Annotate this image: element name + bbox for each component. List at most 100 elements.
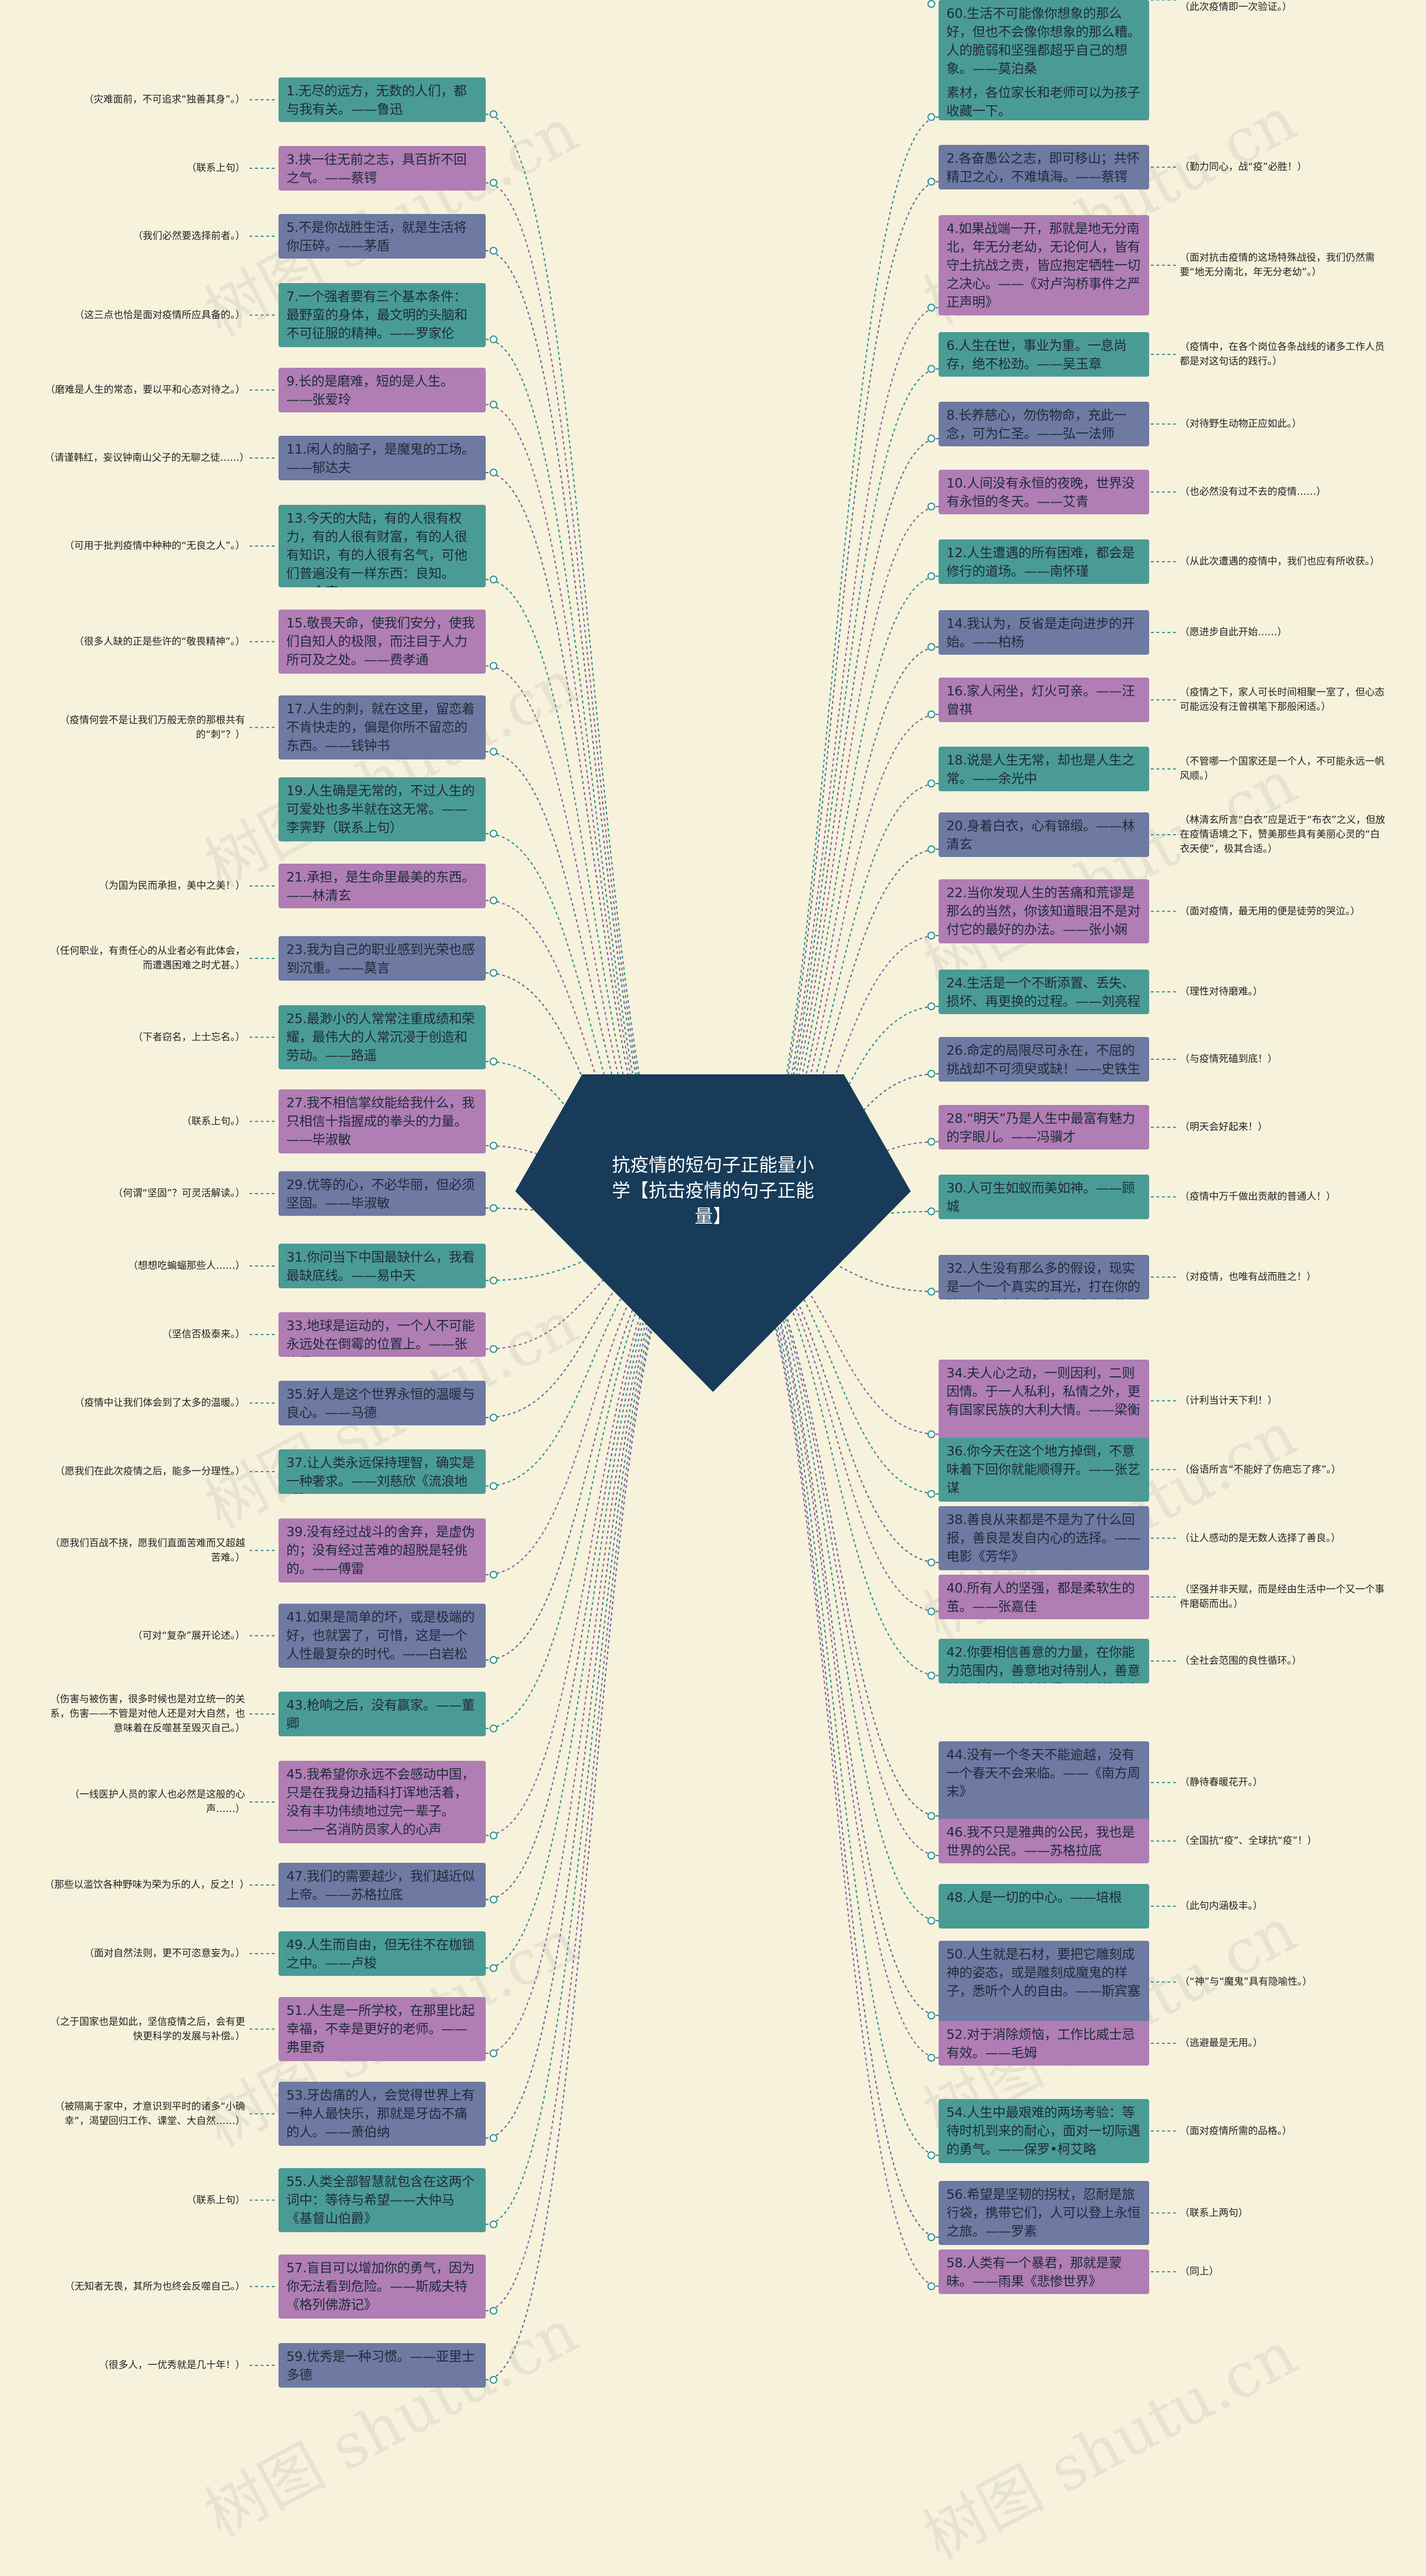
expand-toggle-icon[interactable] <box>927 1559 935 1566</box>
expand-toggle-icon[interactable] <box>490 1204 497 1212</box>
expand-toggle-icon[interactable] <box>490 2220 497 2228</box>
expand-toggle-icon[interactable] <box>927 710 935 718</box>
expand-toggle-icon[interactable] <box>490 576 497 583</box>
expand-toggle-icon[interactable] <box>927 365 935 373</box>
topic-card-51[interactable]: 51.人生是一所学校，在那里比起幸福，不幸是更好的老师。——弗里奇 <box>279 1997 486 2061</box>
topic-card-45[interactable]: 45.我希望你永远不会感动中国，只是在我身边插科打诨地活着，没有丰功伟绩地过完一… <box>279 1761 486 1843</box>
expand-toggle-icon[interactable] <box>927 503 935 510</box>
expand-toggle-icon[interactable] <box>927 1288 935 1296</box>
topic-card-27[interactable]: 27.我不相信掌纹能给我什么，我只相信十指握成的拳头的力量。——毕淑敏 <box>279 1089 486 1153</box>
topic-card-20[interactable]: 20.身着白衣，心有锦缎。——林清玄 <box>939 812 1149 857</box>
topic-card-21[interactable]: 21.承担，是生命里最美的东西。——林清玄 <box>279 864 486 908</box>
topic-card-3[interactable]: 3.挟一往无前之志，具百折不回之气。——蔡锷 <box>279 146 486 191</box>
topic-card-15[interactable]: 15.敬畏天命，使我们安分，使我们自知人的极限，而注目于人力所可及之处。——费孝… <box>279 610 486 674</box>
expand-toggle-icon[interactable] <box>490 2134 497 2142</box>
expand-toggle-icon[interactable] <box>927 1917 935 1925</box>
expand-toggle-icon[interactable] <box>490 1414 497 1421</box>
topic-card-50[interactable]: 50.人生就是石材，要把它雕刻成神的姿态，或是雕刻成魔鬼的样子，悉听个人的自由。… <box>939 1941 1149 2023</box>
expand-toggle-icon[interactable] <box>490 247 497 255</box>
topic-card-10[interactable]: 10.人间没有永恒的夜晚，世界没有永恒的冬天。——艾青 <box>939 470 1149 514</box>
topic-card-22[interactable]: 22.当你发现人生的苦痛和荒谬是那么的当然，你该知道眼泪不是对付它的最好的办法。… <box>939 879 1149 943</box>
expand-toggle-icon[interactable] <box>490 1345 497 1353</box>
topic-card-34[interactable]: 34.夫人心之动，一则因利，二则因情。于一人私利，私情之外，更有国家民族的大利大… <box>939 1360 1149 1442</box>
expand-toggle-icon[interactable] <box>490 1656 497 1664</box>
expand-toggle-icon[interactable] <box>927 0 935 8</box>
topic-card-58[interactable]: 58.人类有一个暴君，那就是蒙昧。——雨果《悲惨世界》 <box>939 2249 1149 2294</box>
topic-card-13[interactable]: 13.今天的大陆，有的人很有权力，有的人很有财富，有的人很有知识，有的人很有名气… <box>279 505 486 587</box>
expand-toggle-icon[interactable] <box>927 1608 935 1615</box>
central-topic-node[interactable]: 抗疫情的短句子正能量小学【抗击疫情的句子正能量】 <box>515 1074 911 1392</box>
expand-toggle-icon[interactable] <box>490 1964 497 1972</box>
topic-card-55[interactable]: 55.人类全部智慧就包含在这两个词中：等待与希望——大仲马《基督山伯爵》 <box>279 2168 486 2232</box>
expand-toggle-icon[interactable] <box>927 1490 935 1498</box>
topic-card-44[interactable]: 44.没有一个冬天不能逾越，没有一个春天不会来临。——《南方周末》 <box>939 1741 1149 1824</box>
topic-card-54[interactable]: 54.人生中最艰难的两场考验：等待时机到来的耐心，面对一切际遇的勇气。——保罗•… <box>939 2099 1149 2163</box>
topic-card-14[interactable]: 14.我认为，反省是走向进步的开始。——柏杨 <box>939 610 1149 655</box>
expand-toggle-icon[interactable] <box>490 1725 497 1732</box>
topic-card-4[interactable]: 4.如果战端一开，那就是地无分南北，年无分老幼，无论何人，皆有守土抗战之责，皆应… <box>939 215 1149 315</box>
expand-toggle-icon[interactable] <box>490 179 497 187</box>
expand-toggle-icon[interactable] <box>927 113 935 121</box>
topic-card-30[interactable]: 30.人可生如蚁而美如神。——顾城 <box>939 1175 1149 1219</box>
expand-toggle-icon[interactable] <box>927 780 935 787</box>
expand-toggle-icon[interactable] <box>927 1812 935 1820</box>
topic-card-17[interactable]: 17.人生的刺，就在这里，留恋着不肯快走的，偏是你所不留恋的东西。——钱钟书 <box>279 695 486 759</box>
expand-toggle-icon[interactable] <box>927 178 935 186</box>
topic-card-31[interactable]: 31.你问当下中国最缺什么，我看最缺底线。——易中天 <box>279 1244 486 1288</box>
expand-toggle-icon[interactable] <box>927 845 935 853</box>
topic-card-6[interactable]: 6.人生在世，事业为重。一息尚存，绝不松劲。——吴玉章 <box>939 332 1149 377</box>
topic-card-19[interactable]: 19.人生确是无常的，不过人生的可爱处也多半就在这无常。——李霁野（联系上句） <box>279 777 486 841</box>
topic-card-8[interactable]: 8.长养慈心，勿伤物命，充此一念，可为仁圣。——弘一法师 <box>939 402 1149 446</box>
expand-toggle-icon[interactable] <box>490 2307 497 2315</box>
topic-card-57[interactable]: 57.盲目可以增加你的勇气，因为你无法看到危险。——斯威夫特《格列佛游记》 <box>279 2254 486 2319</box>
topic-card-37[interactable]: 37.让人类永远保持理智，确实是一种奢求。——刘慈欣《流浪地球》 <box>279 1449 486 1494</box>
expand-toggle-icon[interactable] <box>490 2049 497 2057</box>
topic-card-5[interactable]: 5.不是你战胜生活，就是生活将你压碎。——茅盾 <box>279 214 486 259</box>
expand-toggle-icon[interactable] <box>490 1058 497 1065</box>
expand-toggle-icon[interactable] <box>490 335 497 343</box>
topic-card-48[interactable]: 48.人是一切的中心。——培根 <box>939 1884 1149 1929</box>
expand-toggle-icon[interactable] <box>927 435 935 442</box>
topic-card-40[interactable]: 40.所有人的坚强，都是柔软生的茧。——张嘉佳 <box>939 1575 1149 1619</box>
expand-toggle-icon[interactable] <box>927 304 935 311</box>
topic-card-12[interactable]: 12.人生遭遇的所有困难，都会是修行的道场。——南怀瑾 <box>939 539 1149 584</box>
topic-card-42[interactable]: 42.你要相信善意的力量，在你能力范围内，善意地对待别人，善意就像空气一样会流通… <box>939 1639 1149 1683</box>
topic-card-32[interactable]: 32.人生没有那么多的假设，现实是一个一个真实的耳光，打在你的脸上，瞬疼毫无疑义… <box>939 1255 1149 1299</box>
topic-card-23[interactable]: 23.我为自己的职业感到光荣也感到沉重。——莫言 <box>279 936 486 981</box>
expand-toggle-icon[interactable] <box>490 401 497 408</box>
expand-toggle-icon[interactable] <box>490 830 497 837</box>
expand-toggle-icon[interactable] <box>490 662 497 670</box>
expand-toggle-icon[interactable] <box>490 1482 497 1490</box>
expand-toggle-icon[interactable] <box>927 1852 935 1859</box>
expand-toggle-icon[interactable] <box>927 1070 935 1078</box>
expand-toggle-icon[interactable] <box>927 643 935 651</box>
expand-toggle-icon[interactable] <box>490 748 497 756</box>
topic-card-53[interactable]: 53.牙齿痛的人，会觉得世界上有一种人最快乐，那就是牙齿不痛的人。——萧伯纳 <box>279 2082 486 2146</box>
expand-toggle-icon[interactable] <box>927 1430 935 1438</box>
topic-card-56[interactable]: 56.希望是坚韧的拐杖，忍耐是旅行袋，携带它们，人可以登上永恒之旅。——罗素 <box>939 2181 1149 2245</box>
expand-toggle-icon[interactable] <box>927 2151 935 2159</box>
expand-toggle-icon[interactable] <box>490 1896 497 1903</box>
expand-toggle-icon[interactable] <box>490 897 497 904</box>
topic-card-59[interactable]: 59.优秀是一种习惯。——亚里士多德 <box>279 2343 486 2388</box>
expand-toggle-icon[interactable] <box>927 932 935 939</box>
expand-toggle-icon[interactable] <box>927 1138 935 1146</box>
expand-toggle-icon[interactable] <box>490 1142 497 1150</box>
topic-card-2[interactable]: 2.各奋愚公之志，即可移山；共怀精卫之心，不难填海。——蔡锷 <box>939 145 1149 189</box>
topic-card-24[interactable]: 24.生活是一个不断添置、丢失、损坏、再更换的过程。——刘亮程 <box>939 970 1149 1014</box>
expand-toggle-icon[interactable] <box>490 2376 497 2384</box>
expand-toggle-icon[interactable] <box>490 469 497 476</box>
expand-toggle-icon[interactable] <box>490 1832 497 1839</box>
topic-card-60[interactable]: 60.生活不可能像你想象的那么好，但也不会像你想象的那么糟。人的脆弱和坚强都超乎… <box>939 0 1149 82</box>
topic-card-43[interactable]: 43.枪响之后，没有赢家。——董卿 <box>279 1692 486 1736</box>
topic-card-28[interactable]: 28.“明天”乃是人生中最富有魅力的字眼儿。——冯骥才 <box>939 1105 1149 1150</box>
expand-toggle-icon[interactable] <box>927 1207 935 1215</box>
topic-card-49[interactable]: 49.人生而自由，但无往不在枷锁之中。——卢梭 <box>279 1931 486 1976</box>
topic-card-33[interactable]: 33.地球是运动的，一个人不可能永远处在倒霉的位置上。——张晓风 <box>279 1312 486 1357</box>
expand-toggle-icon[interactable] <box>927 2282 935 2290</box>
topic-card-7[interactable]: 7.一个强者要有三个基本条件：最野蛮的身体，最文明的头脑和不可征服的精神。——罗… <box>279 283 486 347</box>
topic-card-18[interactable]: 18.说是人生无常，却也是人生之常。——余光中 <box>939 747 1149 791</box>
topic-card-25[interactable]: 25.最渺小的人常常注重成绩和荣耀，最伟大的人常沉浸于创造和劳动。——路遥 <box>279 1005 486 1069</box>
expand-toggle-icon[interactable] <box>927 1002 935 1010</box>
topic-card-46[interactable]: 46.我不只是雅典的公民，我也是世界的公民。——苏格拉底 <box>939 1819 1149 1863</box>
